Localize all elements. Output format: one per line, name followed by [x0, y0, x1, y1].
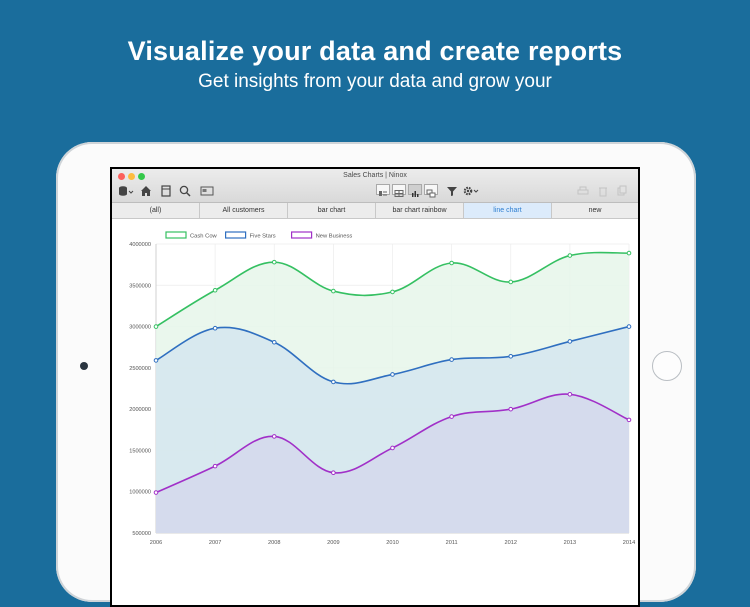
data-point [508, 406, 514, 412]
minimize-window-button[interactable] [128, 173, 135, 180]
book-icon[interactable] [160, 185, 172, 197]
close-window-button[interactable] [118, 173, 125, 180]
view-tabs: (all) All customers bar chart bar chart … [112, 203, 638, 219]
home-button[interactable] [652, 351, 682, 381]
y-tick-label: 4000000 [129, 242, 151, 248]
y-tick-label: 500000 [132, 531, 151, 537]
form-view-icon[interactable] [376, 184, 390, 196]
tab-line-chart[interactable]: line chart [464, 203, 552, 218]
home-icon[interactable] [140, 185, 152, 197]
data-point [212, 325, 218, 331]
tab-bar-chart[interactable]: bar chart [288, 203, 376, 218]
legend-swatch [165, 231, 187, 239]
data-point [271, 339, 277, 345]
legend-swatch [224, 231, 247, 239]
data-point [390, 372, 395, 377]
data-point [390, 445, 395, 451]
x-tick-label: 2012 [505, 540, 517, 546]
data-point [331, 379, 336, 385]
series-area [156, 394, 629, 533]
x-tick-label: 2009 [327, 540, 339, 546]
data-point [153, 358, 159, 363]
data-point [153, 324, 159, 329]
legend-label: New Business [316, 234, 353, 240]
panel-icon[interactable] [200, 185, 214, 197]
data-point [212, 287, 218, 293]
y-tick-label: 2500000 [129, 366, 151, 372]
gear-icon[interactable] [462, 185, 480, 197]
y-tick-label: 1500000 [129, 448, 151, 454]
data-point [153, 490, 159, 495]
data-point [626, 324, 632, 329]
legend-swatch [291, 231, 313, 239]
data-point [212, 463, 218, 469]
trash-icon[interactable] [597, 185, 609, 197]
database-icon[interactable] [118, 185, 134, 197]
data-point [449, 414, 454, 419]
y-tick-label: 2000000 [129, 407, 151, 413]
data-point [626, 250, 632, 256]
window-title: Sales Charts | Ninox [343, 172, 407, 179]
chart-view-icon[interactable] [408, 184, 422, 197]
data-point [508, 353, 514, 359]
multi-view-icon[interactable] [424, 184, 438, 198]
promo-subline: Get insights from your data and grow you… [198, 71, 552, 92]
data-point [331, 288, 336, 294]
data-point [508, 279, 514, 285]
search-icon[interactable] [179, 185, 191, 197]
y-tick-label: 3000000 [129, 325, 151, 331]
camera-icon [80, 362, 88, 370]
promo-headline: Visualize your data and create reports [127, 36, 623, 66]
legend-label: Cash Cow [190, 234, 218, 240]
data-point [271, 434, 277, 439]
data-point [567, 339, 573, 344]
maximize-window-button[interactable] [138, 173, 145, 180]
app-window: Sales Charts | Ninox [112, 169, 638, 605]
data-point [567, 253, 573, 258]
ipad-frame: Sales Charts | Ninox [56, 142, 696, 607]
filter-icon[interactable] [446, 185, 458, 197]
y-tick-label: 3500000 [129, 283, 151, 289]
legend-label: Five Stars [250, 234, 276, 240]
x-tick-label: 2010 [386, 540, 398, 546]
data-point [567, 391, 573, 397]
tab-bar-chart-rainbow[interactable]: bar chart rainbow [376, 203, 464, 218]
data-point [271, 259, 277, 265]
data-point [390, 289, 395, 295]
table-view-icon[interactable] [392, 184, 406, 197]
duplicate-icon[interactable] [616, 185, 628, 197]
line-chart: 4000000 3500000 3000000 2500000 2000000 15000… [129, 231, 635, 546]
tab-all[interactable]: (all) [112, 203, 200, 218]
x-tick-label: 2013 [564, 540, 576, 546]
y-tick-label: 1000000 [129, 490, 151, 496]
x-tick-label: 2014 [623, 540, 635, 546]
print-icon[interactable] [577, 185, 589, 197]
title-bar: Sales Charts | Ninox [112, 169, 638, 203]
x-tick-label: 2007 [209, 540, 221, 546]
data-point [449, 357, 454, 362]
data-point [626, 417, 632, 423]
tab-new[interactable]: new [588, 207, 602, 214]
data-point [449, 260, 454, 266]
x-tick-label: 2008 [268, 540, 280, 546]
ipad-screen: Sales Charts | Ninox [110, 167, 640, 607]
x-tick-label: 2011 [446, 540, 458, 546]
tab-all-customers[interactable]: All customers [200, 203, 288, 218]
x-tick-label: 2006 [150, 540, 162, 546]
data-point [331, 470, 336, 476]
